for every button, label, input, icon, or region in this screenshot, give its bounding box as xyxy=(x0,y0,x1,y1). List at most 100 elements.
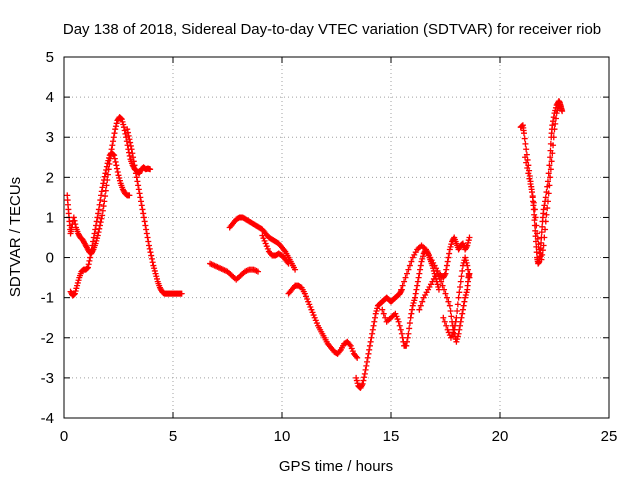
data-point xyxy=(409,302,416,309)
data-point xyxy=(396,290,403,297)
data-point xyxy=(260,235,267,242)
data-point xyxy=(401,278,408,285)
y-tick-label: 1 xyxy=(46,209,54,226)
data-point xyxy=(555,104,562,111)
data-point xyxy=(544,198,551,205)
data-point xyxy=(522,154,529,161)
data-point xyxy=(410,300,417,307)
data-point xyxy=(445,298,452,305)
data-point xyxy=(310,312,317,319)
data-point xyxy=(457,278,464,285)
data-point xyxy=(522,140,529,147)
data-point xyxy=(110,151,117,158)
data-point xyxy=(94,214,101,221)
data-point xyxy=(100,203,107,210)
data-point xyxy=(112,123,119,130)
data-point xyxy=(451,326,458,333)
data-point xyxy=(439,282,446,289)
data-point xyxy=(393,313,400,320)
data-point xyxy=(84,265,91,272)
data-point xyxy=(104,160,111,167)
data-point xyxy=(403,270,410,277)
data-point xyxy=(365,350,372,357)
data-point xyxy=(542,218,549,225)
data-point xyxy=(463,259,470,266)
data-point xyxy=(452,318,459,325)
data-point xyxy=(103,163,110,170)
data-point xyxy=(147,249,154,256)
data-point xyxy=(382,314,389,321)
data-point xyxy=(524,164,531,171)
data-point xyxy=(114,168,121,175)
data-point xyxy=(138,198,145,205)
data-point xyxy=(95,210,102,217)
data-point xyxy=(379,306,386,313)
data-point xyxy=(520,130,527,137)
y-tick-label: -4 xyxy=(41,410,54,427)
data-point xyxy=(460,302,467,309)
data-point xyxy=(415,274,422,281)
data-point xyxy=(126,192,133,199)
data-point xyxy=(447,308,454,315)
data-point xyxy=(462,257,469,264)
data-point xyxy=(354,354,361,361)
data-point xyxy=(540,206,547,213)
data-point xyxy=(453,338,460,345)
data-point xyxy=(146,242,153,249)
data-point xyxy=(367,338,374,345)
data-point xyxy=(348,345,355,352)
data-point xyxy=(114,165,121,172)
data-point xyxy=(98,188,105,195)
data-point xyxy=(530,199,537,206)
data-point xyxy=(86,257,93,264)
data-point xyxy=(292,266,299,273)
data-point xyxy=(95,206,102,213)
data-point xyxy=(392,310,399,317)
data-point xyxy=(370,322,377,329)
data-point xyxy=(407,314,414,321)
data-point xyxy=(129,150,136,157)
data-point xyxy=(451,322,458,329)
data-point xyxy=(128,146,135,153)
data-point xyxy=(454,336,461,343)
data-point xyxy=(93,237,100,244)
data-point xyxy=(102,187,109,194)
grid-lines xyxy=(64,57,609,418)
data-point xyxy=(411,294,418,301)
data-point xyxy=(416,306,423,313)
data-point xyxy=(153,273,160,280)
x-tick-label: 10 xyxy=(274,428,291,445)
data-point xyxy=(369,326,376,333)
data-point xyxy=(394,316,401,323)
data-point xyxy=(103,182,110,189)
data-point xyxy=(527,181,534,188)
data-point xyxy=(408,258,415,265)
data-point xyxy=(353,377,360,384)
data-point xyxy=(449,332,456,339)
data-point xyxy=(134,178,141,185)
data-point xyxy=(109,142,116,149)
data-point xyxy=(308,306,315,313)
data-point xyxy=(523,159,530,166)
data-point xyxy=(453,314,460,321)
data-point xyxy=(364,354,371,361)
data-point xyxy=(444,326,451,333)
data-point xyxy=(113,120,120,127)
data-point xyxy=(92,226,99,233)
x-tick-label: 20 xyxy=(492,428,509,445)
data-point xyxy=(360,377,367,384)
y-tick-label: -2 xyxy=(41,330,54,347)
data-point xyxy=(374,305,381,312)
data-point xyxy=(336,348,343,355)
data-point xyxy=(364,358,371,365)
data-point xyxy=(464,262,471,269)
data-point xyxy=(130,154,137,161)
data-point xyxy=(443,294,450,301)
data-point xyxy=(461,298,468,305)
data-point xyxy=(369,330,376,337)
data-point xyxy=(442,270,449,277)
y-axis-label: SDTVAR / TECUs xyxy=(7,177,24,297)
data-point xyxy=(465,270,472,277)
data-point xyxy=(448,241,455,248)
data-point xyxy=(94,235,101,242)
